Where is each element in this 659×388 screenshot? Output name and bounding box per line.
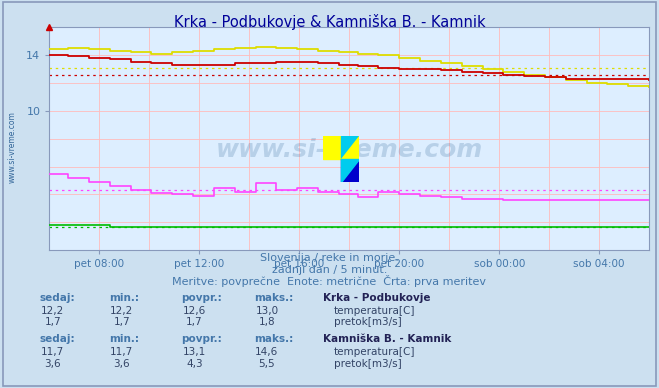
Text: Krka - Podbukovje & Kamniška B. - Kamnik: Krka - Podbukovje & Kamniška B. - Kamnik	[174, 14, 485, 29]
Text: povpr.:: povpr.:	[181, 293, 222, 303]
Text: 11,7: 11,7	[41, 347, 65, 357]
Text: 3,6: 3,6	[44, 359, 61, 369]
Text: 13,0: 13,0	[255, 306, 279, 316]
Text: pretok[m3/s]: pretok[m3/s]	[334, 317, 402, 327]
Text: 14,6: 14,6	[255, 347, 279, 357]
Text: temperatura[C]: temperatura[C]	[334, 347, 416, 357]
Text: 11,7: 11,7	[110, 347, 134, 357]
Bar	[341, 136, 359, 159]
Text: www.si-vreme.com: www.si-vreme.com	[215, 138, 483, 162]
Text: min.:: min.:	[109, 293, 139, 303]
Text: 4,3: 4,3	[186, 359, 203, 369]
Text: Kamniška B. - Kamnik: Kamniška B. - Kamnik	[323, 334, 451, 345]
Text: 3,6: 3,6	[113, 359, 130, 369]
Text: sedaj:: sedaj:	[40, 334, 75, 345]
Polygon shape	[341, 136, 359, 159]
Text: povpr.:: povpr.:	[181, 334, 222, 345]
Text: 1,7: 1,7	[186, 317, 203, 327]
Text: Meritve: povprečne  Enote: metrične  Črta: prva meritev: Meritve: povprečne Enote: metrične Črta:…	[173, 275, 486, 288]
Text: Slovenija / reke in morje.: Slovenija / reke in morje.	[260, 253, 399, 263]
Text: www.si-vreme.com: www.si-vreme.com	[8, 111, 17, 184]
Text: maks.:: maks.:	[254, 293, 293, 303]
Text: maks.:: maks.:	[254, 334, 293, 345]
Text: min.:: min.:	[109, 334, 139, 345]
Text: 1,7: 1,7	[44, 317, 61, 327]
Text: 1,8: 1,8	[258, 317, 275, 327]
Text: 12,6: 12,6	[183, 306, 206, 316]
Text: temperatura[C]: temperatura[C]	[334, 306, 416, 316]
Text: 12,2: 12,2	[110, 306, 134, 316]
Bar	[341, 159, 359, 182]
Text: zadnji dan / 5 minut.: zadnji dan / 5 minut.	[272, 265, 387, 275]
Text: 13,1: 13,1	[183, 347, 206, 357]
Text: Krka - Podbukovje: Krka - Podbukovje	[323, 293, 430, 303]
Text: 12,2: 12,2	[41, 306, 65, 316]
Text: 1,7: 1,7	[113, 317, 130, 327]
Text: 5,5: 5,5	[258, 359, 275, 369]
Text: sedaj:: sedaj:	[40, 293, 75, 303]
Text: pretok[m3/s]: pretok[m3/s]	[334, 359, 402, 369]
Polygon shape	[341, 159, 359, 182]
Bar	[323, 136, 341, 159]
